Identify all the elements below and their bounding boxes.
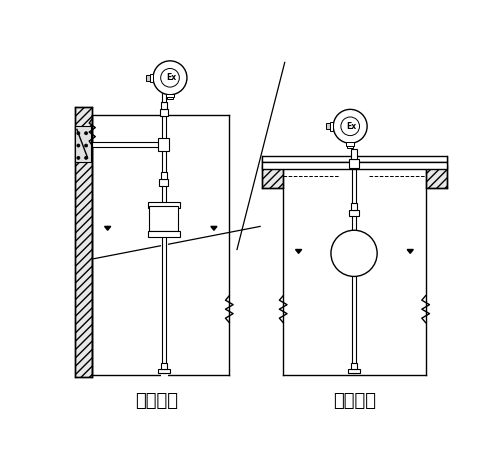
Bar — [351, 202, 357, 210]
Bar — [330, 122, 334, 131]
Bar — [146, 75, 153, 81]
Circle shape — [84, 144, 87, 147]
Bar — [347, 143, 354, 148]
Bar — [346, 142, 354, 145]
Bar — [158, 138, 169, 151]
Bar — [167, 95, 173, 99]
Bar — [352, 165, 356, 373]
Bar — [262, 155, 447, 162]
Bar — [350, 210, 358, 217]
Bar — [262, 162, 447, 169]
Polygon shape — [211, 227, 217, 230]
Text: Ex: Ex — [166, 73, 176, 82]
Bar — [92, 142, 168, 147]
Circle shape — [77, 156, 80, 160]
Text: 架装固定: 架装固定 — [134, 392, 178, 410]
Bar — [166, 94, 174, 97]
Text: 法兰固定: 法兰固定 — [334, 392, 376, 410]
Bar — [350, 159, 358, 168]
Circle shape — [341, 117, 359, 136]
Bar — [262, 165, 283, 188]
Bar — [148, 231, 180, 237]
Bar — [76, 107, 92, 377]
Bar — [162, 116, 166, 373]
Bar — [348, 369, 360, 373]
Bar — [351, 150, 357, 159]
Circle shape — [153, 61, 187, 95]
Circle shape — [77, 132, 80, 135]
Bar — [150, 74, 153, 82]
Polygon shape — [104, 227, 110, 230]
Bar — [161, 103, 167, 109]
Bar — [149, 206, 178, 231]
Bar — [160, 109, 168, 116]
Bar — [158, 369, 170, 373]
Bar — [326, 123, 334, 129]
Polygon shape — [296, 249, 302, 253]
Circle shape — [331, 230, 377, 276]
Bar — [76, 126, 90, 162]
Bar — [161, 172, 167, 180]
Bar — [148, 202, 180, 208]
Circle shape — [333, 109, 367, 143]
Bar — [426, 165, 447, 188]
Circle shape — [84, 156, 87, 160]
Circle shape — [160, 68, 180, 87]
Circle shape — [84, 132, 87, 135]
Bar — [351, 363, 357, 369]
Polygon shape — [407, 249, 414, 253]
Bar — [162, 93, 166, 103]
Bar — [159, 180, 168, 186]
Text: Ex: Ex — [346, 122, 357, 131]
Bar — [161, 363, 167, 369]
Circle shape — [77, 144, 80, 147]
